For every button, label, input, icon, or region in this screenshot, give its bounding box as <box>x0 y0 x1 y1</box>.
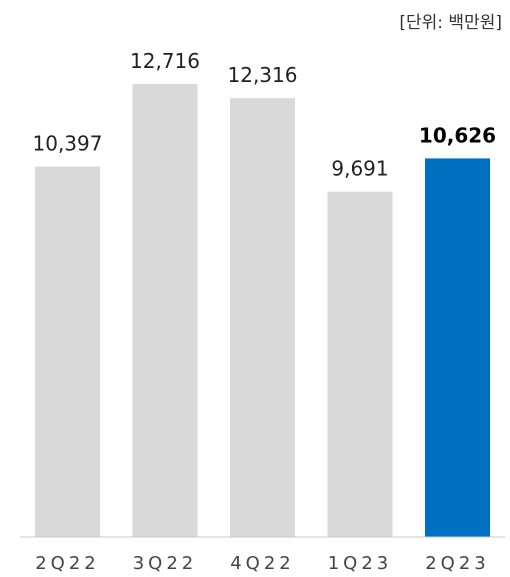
value-label-4Q22: 12,316 <box>228 63 298 87</box>
bar-2Q22 <box>35 166 100 537</box>
bars-group <box>35 83 490 538</box>
bar-4Q22 <box>230 98 295 537</box>
category-label-1Q23: 1Q23 <box>328 553 393 574</box>
category-label-2Q22: 2Q22 <box>35 553 100 574</box>
bar-2Q23 <box>425 158 490 538</box>
value-label-2Q22: 10,397 <box>33 132 103 156</box>
value-labels-group: 10,397 12,716 12,316 9,691 10,626 <box>33 49 497 181</box>
value-label-1Q23: 9,691 <box>331 157 388 181</box>
category-label-2Q23: 2Q23 <box>425 553 490 574</box>
unit-label: [단위: 백만원] <box>399 13 502 33</box>
value-label-2Q23: 10,626 <box>419 123 496 147</box>
value-label-3Q22: 12,716 <box>130 49 200 73</box>
bar-1Q23 <box>327 191 393 537</box>
category-labels-group: 2Q22 3Q22 4Q22 1Q23 2Q23 <box>35 553 490 574</box>
bar-3Q22 <box>132 83 198 538</box>
category-label-3Q22: 3Q22 <box>133 553 198 574</box>
category-label-4Q22: 4Q22 <box>230 553 295 574</box>
